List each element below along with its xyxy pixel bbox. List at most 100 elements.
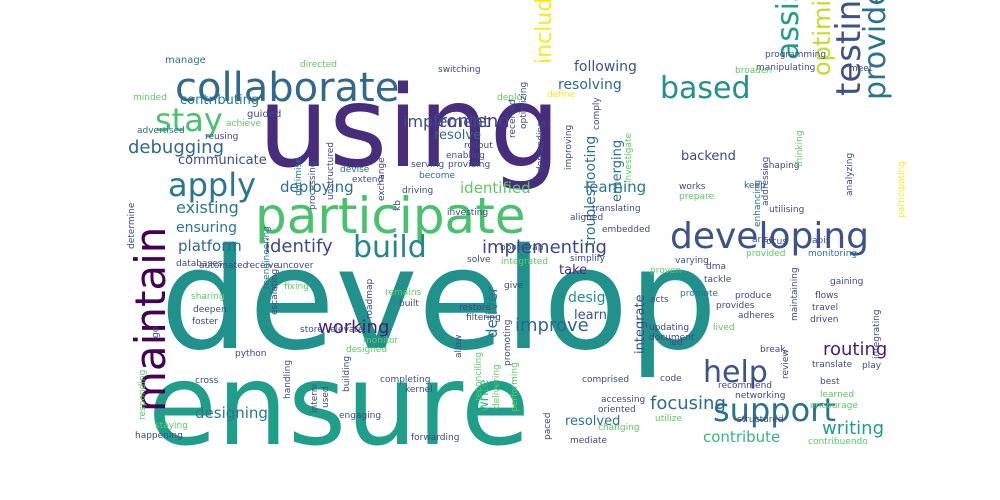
word-updating: updating	[649, 323, 689, 333]
word-solve: solve	[467, 255, 491, 265]
word-serving: serving	[411, 160, 444, 170]
word-platform: platform	[178, 237, 242, 255]
word-integrated: integrated	[501, 257, 548, 267]
word-deliver: deliver	[483, 286, 501, 338]
word-provided: provided	[746, 249, 786, 259]
word-allow: allow	[454, 335, 464, 358]
word-promoting: promoting	[503, 320, 513, 366]
word-forwarding: forwarding	[411, 433, 459, 443]
word-guided: guided	[247, 109, 281, 120]
word-adheres: adheres	[738, 311, 775, 321]
word-code: code	[660, 374, 682, 384]
word-unstructured: unstructured	[326, 142, 336, 200]
word-give: give	[504, 281, 524, 291]
word-integrating: integrating	[872, 309, 882, 359]
word-arise: arise	[752, 235, 774, 245]
word-restore: restore	[459, 303, 491, 313]
word-roadmap: roadmap	[365, 278, 375, 319]
word-paced: paced	[543, 413, 553, 440]
word-proven: proven	[650, 266, 681, 276]
word-using: using	[258, 63, 561, 193]
word-keep: keep	[744, 181, 766, 191]
word-programming: programming	[765, 50, 826, 60]
word-emerging: emerging	[610, 140, 625, 202]
word-meet: meet	[849, 64, 873, 74]
word-enhancing: enhancing	[753, 180, 763, 227]
word-learned: learned	[820, 390, 854, 400]
word-maintain: maintain	[126, 227, 175, 412]
word-prepare: prepare	[679, 192, 714, 202]
word-fixing: fixing	[284, 282, 309, 292]
word-designing: designing	[195, 404, 268, 422]
word-flows: flows	[815, 291, 839, 301]
word-remains: remains	[385, 288, 422, 298]
word-learning: learning	[585, 178, 646, 196]
word-implement: implement	[403, 112, 489, 131]
word-build: build	[353, 230, 427, 265]
word-developing: developing	[670, 216, 869, 257]
word-utilising: utilising	[769, 205, 804, 215]
word-provides: provides	[716, 301, 755, 311]
word-go: go	[151, 326, 161, 338]
word-based: based	[660, 71, 751, 106]
word-become: become	[419, 171, 455, 181]
word-gaining: gaining	[830, 277, 863, 287]
word-built: built	[399, 299, 419, 309]
word-aligned: aligned	[570, 213, 603, 223]
word-achieve: achieve	[226, 119, 262, 129]
word-focus: focus	[763, 237, 787, 247]
word-working: working	[318, 317, 389, 338]
word-sharing: sharing	[191, 292, 225, 302]
word-investigate: investigate	[624, 132, 634, 183]
word-filtering: filtering	[466, 313, 501, 323]
word-design: design	[568, 290, 614, 306]
word-automated: automated	[199, 261, 248, 271]
word-bootstrap: bootstrap	[500, 243, 544, 253]
word-identify: identify	[265, 236, 333, 257]
word-databases: databases	[176, 259, 223, 269]
word-resolve: resolve	[434, 128, 481, 143]
word-deploying: deploying	[280, 178, 354, 196]
word-contribute: contribute	[703, 428, 780, 446]
word-integrate: integrate	[633, 294, 648, 354]
word-minded: minded	[133, 93, 167, 103]
word-help: help	[703, 355, 768, 390]
word-receive: receive	[246, 261, 279, 271]
word-used: used	[321, 386, 331, 408]
word-investing: investing	[447, 208, 488, 218]
word-reusing: reusing	[205, 132, 238, 142]
word-resolving: resolving	[558, 77, 622, 93]
word-ensure: ensure	[148, 341, 530, 471]
word-resolved: resolved	[565, 414, 620, 429]
word-works: works	[679, 182, 706, 192]
word-produce: produce	[735, 291, 772, 301]
word-devise: devise	[340, 165, 370, 175]
word-rollout: rollout	[464, 141, 493, 151]
word-contribuendo: contribuendo	[808, 437, 868, 447]
word-responding: responding	[138, 370, 148, 420]
word-happening: happening	[135, 431, 183, 441]
word-identified: identified	[460, 179, 531, 197]
word-routing: routing	[823, 339, 887, 360]
word-completing: completing	[380, 375, 430, 385]
word-simplify: simplify	[570, 254, 606, 264]
word-comply: comply	[592, 97, 602, 130]
word-extend: extend	[352, 175, 383, 185]
word-lived: lived	[713, 323, 735, 333]
word-participating: participating	[897, 161, 907, 218]
word-manipulating: manipulating	[756, 63, 815, 73]
word-addressing: addressing	[761, 157, 771, 206]
word-backend: backend	[681, 149, 736, 164]
word-driven: driven	[810, 315, 838, 325]
word-performing: performing	[510, 362, 520, 412]
word-providing: providing	[448, 160, 490, 170]
word-foster: foster	[192, 317, 218, 327]
word-uncover: uncover	[277, 261, 314, 271]
word-accessing: accessing	[601, 395, 645, 405]
word-communicate: communicate	[178, 153, 267, 168]
word-received: received	[508, 99, 518, 138]
word-interni: interni	[310, 384, 320, 413]
word-participate: participate	[255, 187, 526, 245]
word-manage: manage	[165, 55, 206, 66]
